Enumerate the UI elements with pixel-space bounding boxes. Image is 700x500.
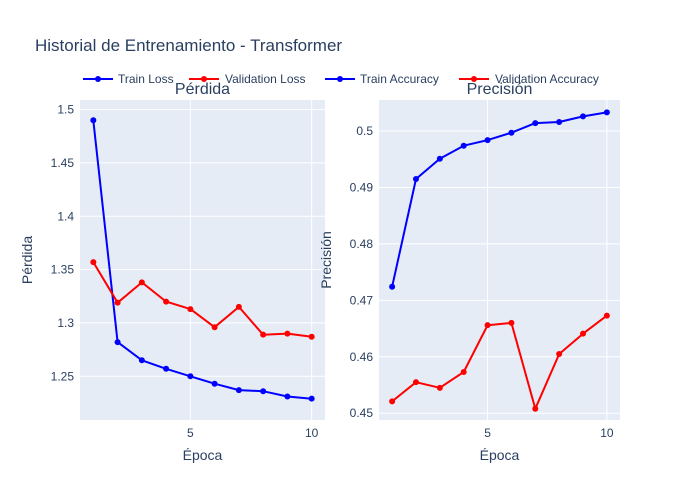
main-title: Historial de Entrenamiento - Transformer <box>35 36 342 55</box>
train-loss-point <box>138 357 145 364</box>
accuracy-x-tick-label: 10 <box>600 426 614 440</box>
accuracy-y-tick-label: 0.45 <box>350 406 374 420</box>
loss-x-tick-label: 10 <box>305 426 319 440</box>
validation-accuracy-point <box>436 384 443 391</box>
train-accuracy-point <box>532 120 539 127</box>
legend-marker-validation-loss <box>201 76 207 82</box>
accuracy-y-tick-label: 0.49 <box>350 180 374 194</box>
legend-label-train-loss: Train Loss <box>118 72 174 86</box>
accuracy-subplot: 0.45 0.46 0.47 0.48 0.49 0.5 5 10 Precisión Época… <box>318 81 620 463</box>
legend-marker-train-loss <box>95 76 101 82</box>
train-loss-point <box>187 373 194 380</box>
legend-marker-train-accuracy <box>337 76 343 82</box>
loss-y-axis-title: Pérdida <box>19 236 35 284</box>
validation-loss-point <box>308 333 315 340</box>
accuracy-x-axis-title: Época <box>480 447 520 463</box>
train-accuracy-point <box>436 155 443 162</box>
loss-subplot: 1.25 1.3 1.35 1.4 1.45 1.5 5 10 Pérdida Época Pérd… <box>19 81 325 463</box>
validation-accuracy-point <box>508 319 515 326</box>
accuracy-plot-area <box>379 100 620 420</box>
train-loss-point <box>235 387 242 394</box>
legend-label-validation-loss: Validation Loss <box>225 72 306 86</box>
legend-label-validation-accuracy: Validation Accuracy <box>495 72 599 86</box>
train-accuracy-point <box>484 137 491 144</box>
train-loss-point <box>90 117 97 124</box>
legend[interactable]: Train Loss Validation Loss Train Accurac… <box>83 72 599 86</box>
train-accuracy-point <box>412 176 419 183</box>
validation-accuracy-point <box>460 369 467 376</box>
train-accuracy-point <box>603 109 610 116</box>
train-loss-point <box>308 395 315 402</box>
legend-item-validation-loss[interactable]: Validation Loss <box>189 72 306 86</box>
validation-accuracy-point <box>412 379 419 386</box>
loss-y-tick-label: 1.25 <box>51 369 75 383</box>
train-accuracy-point <box>508 129 515 136</box>
legend-label-train-accuracy: Train Accuracy <box>360 72 439 86</box>
legend-item-validation-accuracy[interactable]: Validation Accuracy <box>459 72 599 86</box>
validation-loss-point <box>187 306 194 313</box>
train-accuracy-point <box>460 142 467 149</box>
loss-y-tick-label: 1.35 <box>51 263 75 277</box>
accuracy-subplot-title: Precisión <box>467 81 533 98</box>
accuracy-x-tick-label: 5 <box>484 426 491 440</box>
validation-loss-point <box>260 331 267 338</box>
validation-loss-point <box>211 324 218 331</box>
train-accuracy-point <box>389 283 396 290</box>
validation-accuracy-line <box>391 314 608 410</box>
train-accuracy-point <box>556 119 563 126</box>
train-accuracy-point <box>580 113 587 120</box>
validation-loss-line <box>92 261 312 338</box>
accuracy-y-tick-label: 0.46 <box>350 350 374 364</box>
accuracy-y-axis-title: Precisión <box>318 231 334 289</box>
loss-y-tick-label: 1.45 <box>51 156 75 170</box>
train-loss-line <box>92 120 312 400</box>
accuracy-y-tick-label: 0.48 <box>350 237 374 251</box>
validation-loss-point <box>114 299 121 306</box>
loss-y-tick-label: 1.5 <box>57 103 74 117</box>
validation-loss-point <box>163 298 170 305</box>
loss-x-axis-title: Época <box>183 447 223 463</box>
accuracy-y-tick-label: 0.5 <box>356 124 373 138</box>
train-loss-point <box>211 380 218 387</box>
validation-loss-point <box>235 303 242 310</box>
validation-loss-point <box>138 279 145 286</box>
loss-plot-area <box>80 100 325 420</box>
validation-loss-point <box>284 330 291 337</box>
validation-accuracy-point <box>556 350 563 357</box>
loss-subplot-title: Pérdida <box>175 81 230 98</box>
legend-marker-validation-accuracy <box>471 76 477 82</box>
legend-item-train-loss[interactable]: Train Loss <box>83 72 174 86</box>
train-loss-point <box>163 365 170 372</box>
train-accuracy-line <box>391 111 608 288</box>
loss-x-tick-label: 5 <box>187 426 194 440</box>
train-loss-point <box>260 388 267 395</box>
validation-accuracy-point <box>389 398 396 405</box>
train-loss-point <box>114 339 121 346</box>
validation-accuracy-point <box>532 405 539 412</box>
accuracy-y-tick-label: 0.47 <box>350 293 374 307</box>
train-loss-point <box>284 393 291 400</box>
loss-y-tick-label: 1.4 <box>57 209 74 223</box>
validation-loss-point <box>90 259 97 266</box>
validation-accuracy-point <box>484 322 491 329</box>
validation-accuracy-point <box>603 312 610 319</box>
legend-item-train-accuracy[interactable]: Train Accuracy <box>325 72 439 86</box>
loss-y-tick-label: 1.3 <box>57 316 74 330</box>
validation-accuracy-point <box>580 330 587 337</box>
